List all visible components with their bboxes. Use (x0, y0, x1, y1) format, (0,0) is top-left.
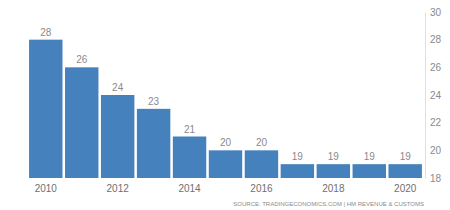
y-axis-line (425, 13, 426, 179)
data-label: 21 (184, 124, 196, 135)
data-label: 19 (400, 151, 412, 162)
y-tick-label: 18 (430, 173, 442, 184)
data-label: 28 (40, 27, 52, 38)
data-label: 19 (364, 151, 376, 162)
x-tick-label: 2012 (107, 183, 130, 194)
chart-container: 2826242321202019191919182022242628302010… (0, 0, 450, 210)
y-tick: 28 (425, 34, 442, 45)
x-tick: 2018 (322, 178, 345, 194)
data-label: 24 (112, 82, 124, 93)
bar (281, 164, 314, 178)
data-label: 26 (76, 54, 88, 65)
y-tick: 24 (425, 90, 442, 101)
bar (65, 67, 98, 178)
x-axis: 2010 2012 2014 2016 2018 2020 (35, 178, 417, 194)
x-tick: 2012 (107, 178, 130, 194)
y-tick-label: 22 (430, 117, 442, 128)
data-label: 23 (148, 96, 160, 107)
y-axis: 18 20 22 24 26 28 30 (425, 7, 442, 184)
plot-area: 2826242321202019191919182022242628302010… (29, 7, 441, 194)
bar (173, 137, 206, 179)
bar (137, 109, 170, 178)
bar (353, 164, 386, 178)
source-note: SOURCE: TRADINGECONOMICS.COM | HM REVENU… (233, 201, 424, 207)
data-label: 20 (256, 137, 268, 148)
y-tick-label: 28 (430, 34, 442, 45)
x-tick: 2010 (35, 178, 58, 194)
data-labels: 28 26 24 23 21 20 20 19 19 19 19 (40, 27, 411, 163)
y-tick: 18 (425, 173, 442, 184)
x-tick-label: 2016 (250, 183, 273, 194)
x-tick: 2016 (250, 178, 273, 194)
y-tick: 20 (425, 145, 442, 156)
chart-svg: 2826242321202019191919182022242628302010… (0, 0, 450, 210)
data-label: 20 (220, 137, 232, 148)
x-tick-label: 2020 (394, 183, 417, 194)
x-tick-label: 2018 (322, 183, 345, 194)
data-label: 19 (292, 151, 304, 162)
y-tick: 26 (425, 62, 442, 73)
y-tick-label: 20 (430, 145, 442, 156)
bar (209, 150, 242, 178)
x-tick-label: 2010 (35, 183, 58, 194)
y-tick-label: 24 (430, 90, 442, 101)
data-label: 19 (328, 151, 340, 162)
bar (29, 40, 62, 178)
bars (29, 40, 422, 178)
y-tick: 22 (425, 117, 442, 128)
y-tick: 30 (425, 7, 442, 18)
x-tick: 2014 (178, 178, 201, 194)
bar (388, 164, 421, 178)
y-tick-label: 30 (430, 7, 442, 18)
x-tick: 2020 (394, 178, 417, 194)
y-tick-label: 26 (430, 62, 442, 73)
x-tick-label: 2014 (178, 183, 201, 194)
bar (245, 150, 278, 178)
bar (317, 164, 350, 178)
bar (101, 95, 134, 178)
